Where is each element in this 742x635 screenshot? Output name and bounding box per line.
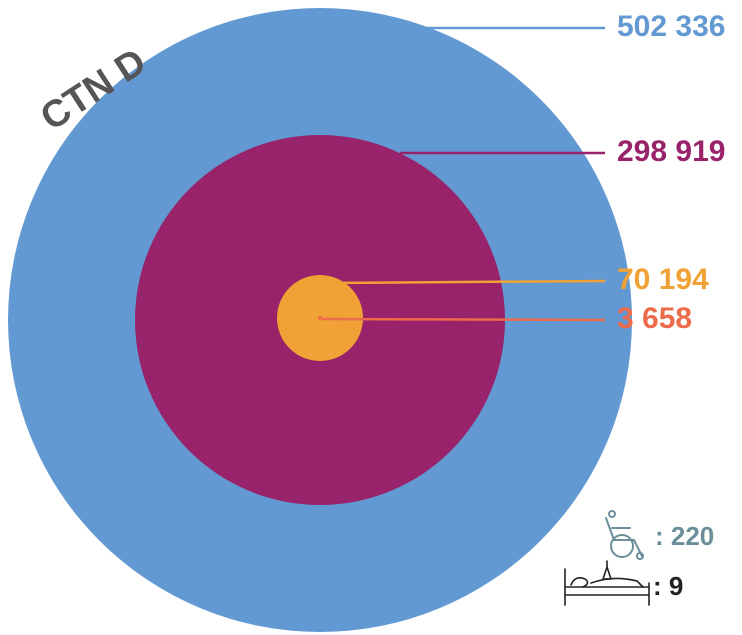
value-label-2: 298 919: [617, 135, 725, 168]
value-label-1: 502 336: [617, 10, 725, 43]
leader-lines-group: [321, 26, 606, 322]
wheelchair-count: : 220: [655, 521, 714, 551]
bed-count: : 9: [653, 571, 683, 601]
value-label-3: 70 194: [617, 263, 709, 296]
circles-group: [8, 8, 632, 632]
leader-line-4: [321, 317, 606, 322]
circle-4: [318, 316, 322, 320]
value-labels-group: 502 336 298 919 70 194 3 658: [617, 10, 725, 335]
value-label-4: 3 658: [617, 302, 692, 335]
leader-line-3: [324, 279, 606, 285]
wheelchair-icon: [605, 510, 644, 560]
hospital-bed-icon: [564, 560, 650, 606]
